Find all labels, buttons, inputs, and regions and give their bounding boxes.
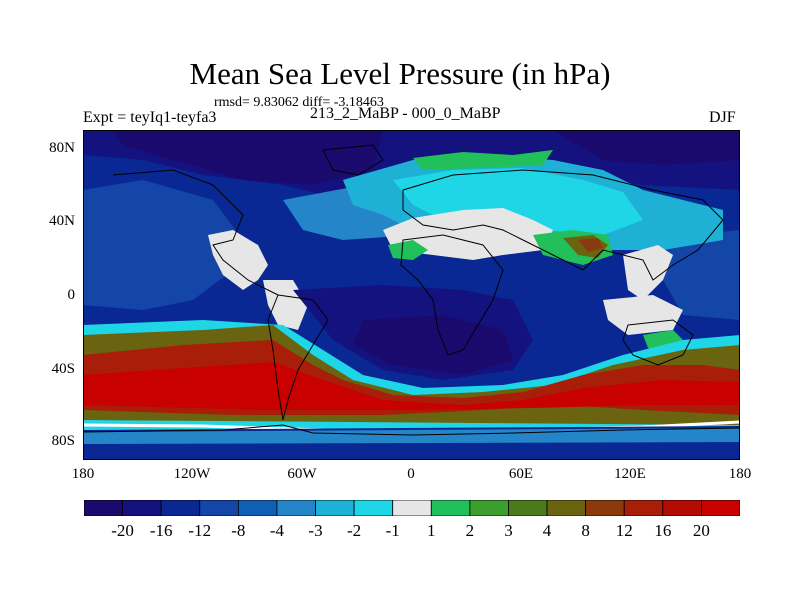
field-antarctic-cyan	[83, 428, 740, 444]
x-tick-label: 0	[407, 466, 415, 482]
colorbar-label: 20	[692, 521, 710, 540]
x-tick-label: 60W	[287, 466, 317, 482]
experiment-label: Expt = teyIq1-teyfa3	[83, 109, 217, 126]
field-asia-zero	[623, 245, 673, 300]
coastline-africa	[400, 234, 504, 356]
colorbar-label: -2	[347, 521, 362, 540]
y-tick-label: 40N	[49, 213, 75, 229]
coastline-australia	[622, 319, 694, 366]
y-tick-label: 80N	[49, 140, 75, 156]
x-tick-label: 120E	[614, 466, 646, 482]
x-tick-label: 60E	[508, 466, 534, 482]
coastline-south-america	[267, 294, 329, 421]
colorbar-label: -3	[308, 521, 323, 540]
field-arctic-deep	[113, 130, 383, 185]
colorbar-label: -12	[188, 521, 212, 540]
coastline-antarctica	[83, 424, 740, 436]
colorbar-label: 12	[615, 521, 633, 540]
colorbar-label: -20	[111, 521, 134, 540]
plot-title: Mean Sea Level Pressure (in hPa)	[189, 56, 611, 91]
field-asia-peak	[578, 238, 603, 252]
season-label: DJF	[709, 109, 736, 126]
colorbar-swatch	[623, 500, 664, 516]
colorbar-label: 8	[581, 521, 590, 540]
field-indonesia-zero	[603, 295, 683, 335]
y-tick-label: 40S	[51, 361, 75, 377]
colorbar-label: -1	[385, 521, 400, 540]
colorbar-swatch	[546, 500, 587, 516]
colorbar-label: -4	[269, 521, 285, 540]
field-npac	[83, 180, 243, 310]
coastline-eurasia	[402, 169, 724, 281]
map-frame	[83, 130, 740, 460]
y-tick-label: 80S	[51, 433, 75, 449]
field-eurasia-zero	[383, 208, 553, 260]
colorbar-label: 1	[427, 521, 436, 540]
colorbar-swatch	[84, 500, 123, 516]
colorbar-swatch	[430, 500, 471, 516]
pressure-map	[83, 130, 740, 460]
colorbar-label: 16	[654, 521, 672, 540]
colorbar-swatch	[469, 500, 509, 516]
x-tick-label: 180	[728, 466, 752, 482]
coastline-north-america	[112, 169, 279, 296]
difference-label: 213_2_MaBP - 000_0_MaBP	[310, 105, 501, 122]
colorbar-swatch	[199, 500, 239, 516]
colorbar-swatch	[662, 500, 702, 516]
colorbar-swatch	[237, 500, 278, 516]
colorbar-swatch	[276, 500, 316, 516]
x-tick-label: 120W	[173, 466, 211, 482]
statistics-text: rmsd= 9.83062 diff= -3.18463	[214, 95, 384, 110]
field-europe-positive	[388, 240, 428, 260]
field-southern-peak	[83, 362, 740, 410]
field-north-america-zero	[208, 230, 268, 290]
coastline-greenland	[322, 144, 384, 176]
y-tick-label: 0	[67, 287, 76, 303]
colorbar	[84, 500, 740, 516]
colorbar-swatch	[353, 500, 394, 516]
colorbar-swatch	[508, 500, 548, 516]
colorbar-label: 2	[465, 521, 475, 540]
colorbar-swatch	[160, 500, 201, 516]
colorbar-swatch	[392, 500, 432, 516]
x-tick-label: 180	[71, 466, 95, 482]
colorbar-swatch	[315, 500, 355, 516]
colorbar-swatch	[122, 500, 162, 516]
colorbar-label: -8	[231, 521, 246, 540]
colorbar-label: -16	[149, 521, 173, 540]
colorbar-label: 3	[504, 521, 513, 540]
colorbar-swatch	[585, 500, 625, 516]
colorbar-swatch	[701, 500, 740, 516]
field-arctic-positive	[413, 150, 553, 170]
field-indian-deep	[353, 315, 513, 375]
colorbar-label: 4	[542, 521, 552, 540]
field-arctic-deep-east	[553, 130, 740, 165]
